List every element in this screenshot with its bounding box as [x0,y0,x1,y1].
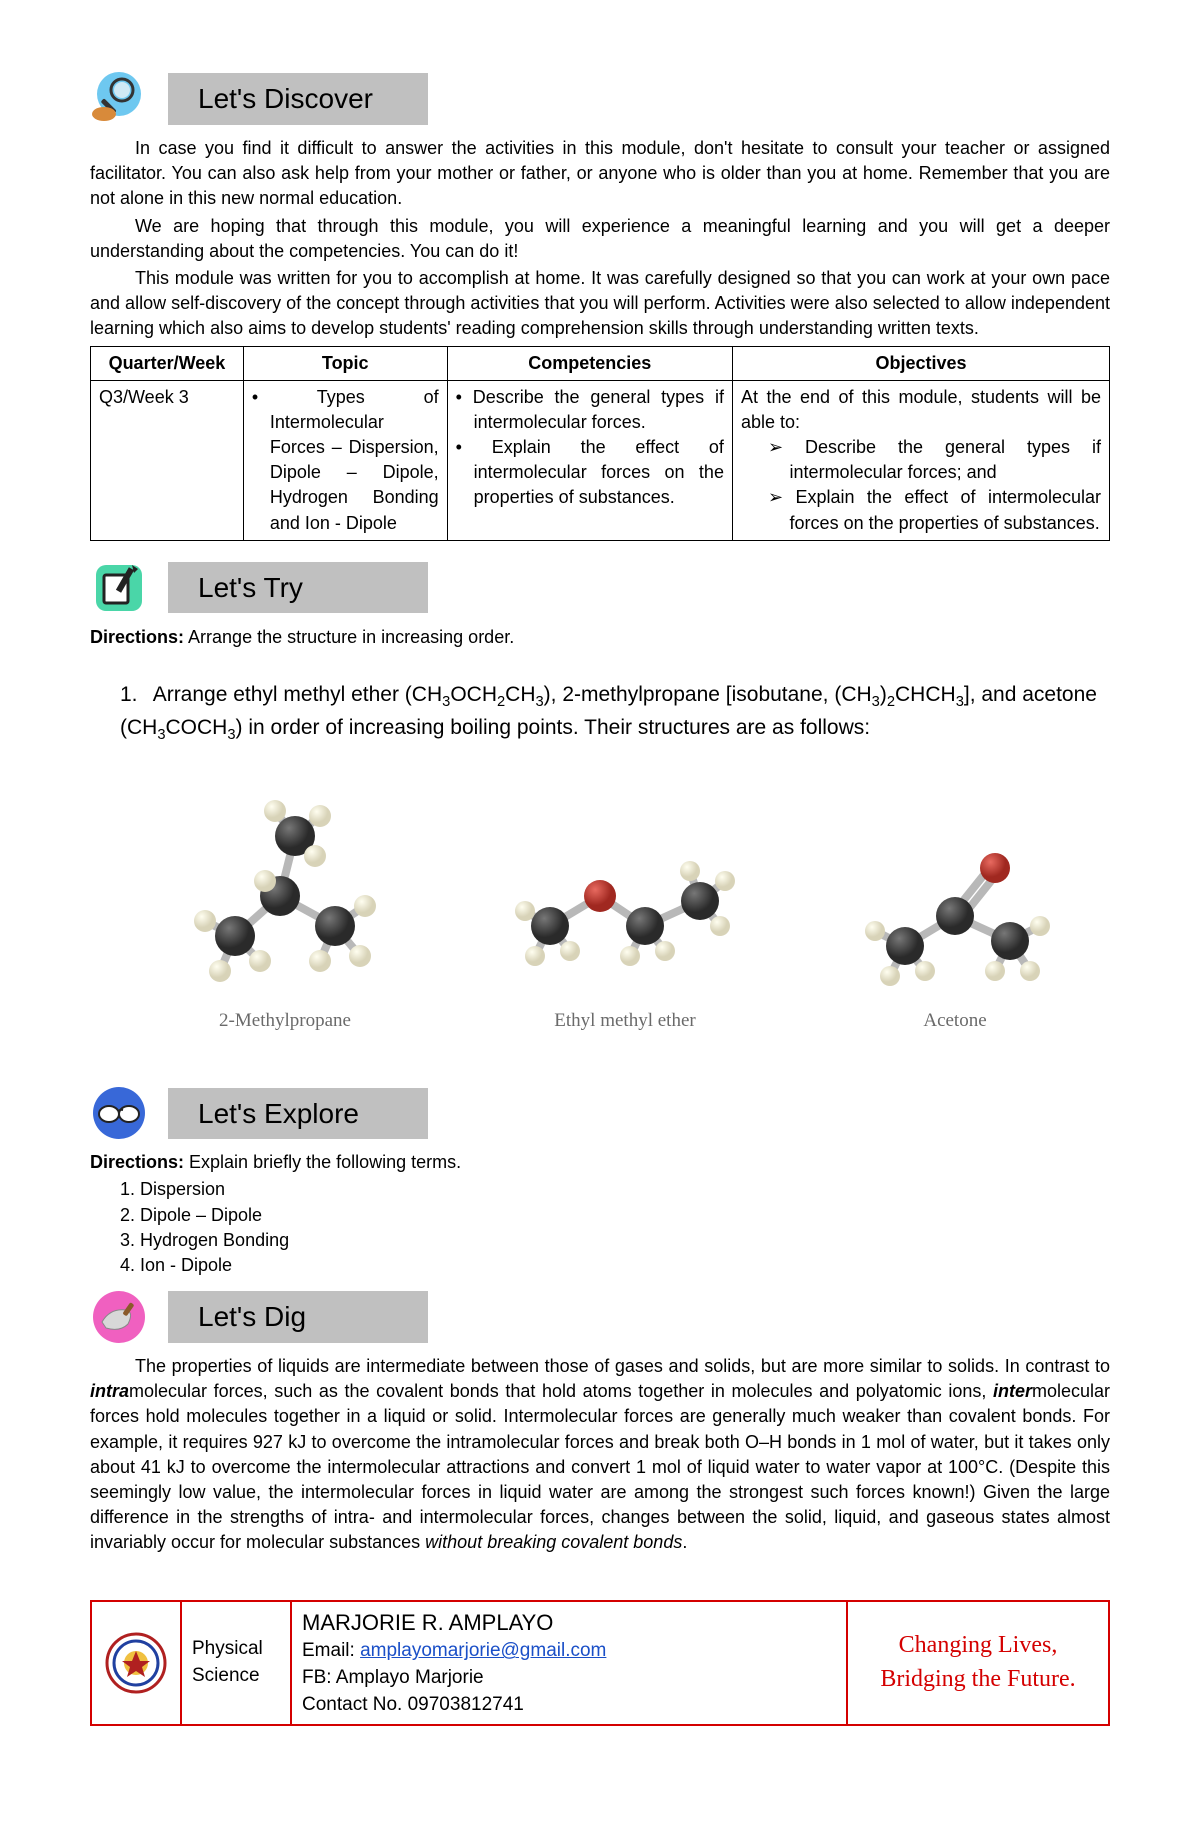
section-discover-header: Let's Discover [90,70,1110,128]
molecule-row: 2-Methylpropane E [120,776,1110,1035]
td-topic: Types of Intermolecular Forces – Dispers… [243,380,447,540]
section-title: Let's Try [168,562,428,613]
td-comp: Describe the general types if intermolec… [447,380,732,540]
explore-list: Dispersion Dipole – Dipole Hydrogen Bond… [140,1177,1110,1278]
section-title: Let's Explore [168,1088,428,1139]
comp-1: Describe the general types if intermolec… [456,385,724,435]
molecule-ethylmethylether: Ethyl methyl ether [495,816,755,1035]
discover-p3: This module was written for you to accom… [90,266,1110,342]
author-name: MARJORIE R. AMPLAYO [302,1608,836,1639]
th-qw: Quarter/Week [91,346,244,380]
th-comp: Competencies [447,346,732,380]
fb-line: FB: Amplayo Marjorie [302,1665,836,1692]
section-explore-header: Let's Explore [90,1084,1110,1142]
td-qw: Q3/Week 3 [91,380,244,540]
obj-1: Describe the general types if intermolec… [768,435,1101,485]
section-title: Let's Discover [168,73,428,124]
dir-label: Directions: [90,627,184,647]
section-dig-header: Let's Dig [90,1288,1110,1346]
mol-label: 2-Methylpropane [165,1008,405,1035]
mol-label: Acetone [845,1008,1065,1035]
question-1: 1. Arrange ethyl methyl ether (CH3OCH2CH… [120,680,1110,746]
footer: Physical Science MARJORIE R. AMPLAYO Ema… [90,1600,1110,1727]
topic-item: Types of Intermolecular Forces – Dispers… [252,385,439,536]
magnifier-icon [90,70,148,128]
mol-label: Ethyl methyl ether [495,1008,755,1035]
list-item: Ion - Dipole [140,1253,1110,1278]
try-directions: Directions: Arrange the structure in inc… [90,625,1110,650]
section-try-header: Let's Try [90,559,1110,617]
comp-2: Explain the effect of intermolecular for… [456,435,724,511]
explore-directions: Directions: Explain briefly the followin… [90,1150,1110,1175]
th-topic: Topic [243,346,447,380]
dig-paragraph: The properties of liquids are intermedia… [90,1354,1110,1556]
glasses-icon [90,1084,148,1142]
molecule-acetone: Acetone [845,816,1065,1035]
td-obj: At the end of this module, students will… [732,380,1109,540]
obj-intro: At the end of this module, students will… [741,385,1101,435]
list-item: Hydrogen Bonding [140,1228,1110,1253]
contact-line: Contact No. 09703812741 [302,1692,836,1719]
footer-slogan: Changing Lives, Bridging the Future. [848,1602,1108,1725]
footer-contact: MARJORIE R. AMPLAYO Email: amplayomarjor… [292,1602,848,1725]
email-link[interactable]: amplayomarjorie@gmail.com [360,1640,606,1661]
discover-p2: We are hoping that through this module, … [90,214,1110,264]
dir-label: Directions: [90,1152,184,1172]
competency-table: Quarter/Week Topic Competencies Objectiv… [90,346,1110,541]
discover-p1: In case you find it difficult to answer … [90,136,1110,212]
write-icon [90,559,148,617]
footer-subject: Physical Science [182,1602,292,1725]
section-title: Let's Dig [168,1291,428,1342]
obj-2: Explain the effect of intermolecular for… [768,485,1101,535]
school-logo [92,1602,182,1725]
dir-text: Arrange the structure in increasing orde… [184,627,514,647]
molecule-2methylpropane: 2-Methylpropane [165,776,405,1035]
trowel-icon [90,1288,148,1346]
dir-text: Explain briefly the following terms. [184,1152,461,1172]
th-obj: Objectives [732,346,1109,380]
list-item: Dipole – Dipole [140,1203,1110,1228]
list-item: Dispersion [140,1177,1110,1202]
